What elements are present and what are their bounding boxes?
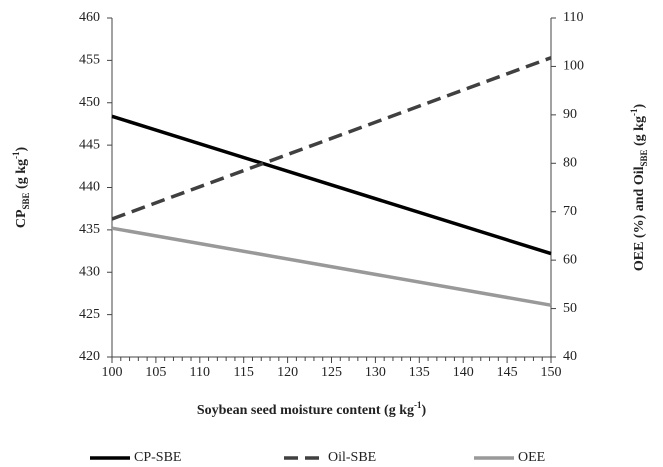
x-tick-label: 120: [277, 365, 298, 380]
y2-tick-label: 60: [563, 252, 577, 267]
y-axis-label-part: CP: [14, 209, 29, 228]
x-tick-label: 110: [190, 365, 210, 380]
y-tick-label: 455: [79, 53, 100, 68]
y2-axis-label-part: SBE: [639, 149, 649, 166]
x-tick-label: 130: [365, 365, 386, 380]
y-tick-label: 420: [79, 349, 100, 364]
y2-tick-label: 80: [563, 156, 577, 171]
y2-axis-label-part: (g kg: [632, 116, 647, 149]
y2-axis-label-part: OEE (%) and Oil: [632, 166, 647, 271]
x-tick-label: 115: [233, 365, 253, 380]
series-line: [111, 226, 552, 307]
y-tick-label: 435: [79, 222, 100, 237]
x-tick-label: 100: [102, 365, 123, 380]
x-tick-label: 145: [497, 365, 518, 380]
x-tick-label: 105: [145, 365, 166, 380]
x-tick-label: 125: [321, 365, 342, 380]
x-tick-label: 140: [453, 365, 474, 380]
legend-label: CP-SBE: [134, 450, 181, 465]
y2-tick-label: 110: [563, 10, 583, 25]
legend-label: OEE: [518, 450, 545, 465]
series-line: [111, 114, 552, 256]
y-axis-label-part: (g kg: [14, 159, 29, 192]
y2-tick-label: 100: [563, 59, 584, 74]
y-tick-label: 430: [79, 264, 100, 279]
y2-tick-label: 40: [563, 349, 577, 364]
y-tick-label: 445: [79, 137, 100, 152]
y2-axis-label-part: -1: [629, 108, 639, 116]
y-axis-label: CPSBE (g kg-1): [11, 147, 31, 229]
y-tick-label: 460: [79, 10, 100, 25]
y-axis-label-part: ): [14, 147, 29, 152]
y-tick-label: 450: [79, 95, 100, 110]
y-axis-label-part: SBE: [21, 192, 31, 209]
y-tick-label: 425: [79, 307, 100, 322]
x-tick-label: 135: [409, 365, 430, 380]
legend-label: Oil-SBE: [328, 450, 376, 465]
x-tick-label: 150: [541, 365, 562, 380]
y2-axis-label-part: ): [632, 104, 647, 109]
y2-tick-label: 50: [563, 301, 577, 316]
x-axis-label-part: Soybean seed moisture content (g kg: [197, 403, 414, 418]
series-line: [111, 56, 552, 221]
y-axis-label-part: -1: [11, 151, 21, 159]
y2-axis-label: OEE (%) and OilSBE (g kg-1): [629, 104, 649, 272]
y2-tick-label: 90: [563, 107, 577, 122]
x-axis-label-part: ): [421, 403, 426, 418]
y-tick-label: 440: [79, 180, 100, 195]
x-axis-label: Soybean seed moisture content (g kg-1): [197, 400, 427, 418]
x-axis-label-part: -1: [414, 400, 422, 410]
y2-tick-label: 70: [563, 204, 577, 219]
